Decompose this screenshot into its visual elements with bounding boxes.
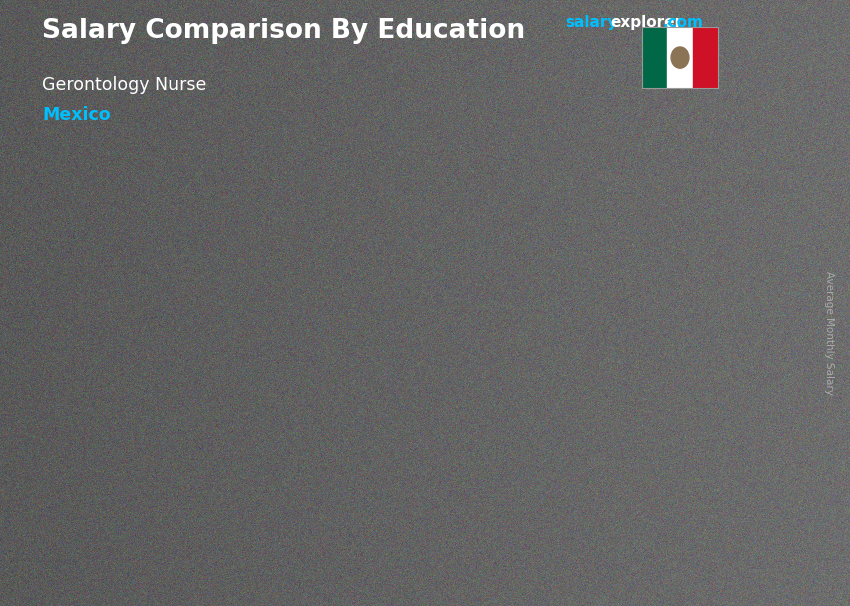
- Text: Salary Comparison By Education: Salary Comparison By Education: [42, 18, 525, 44]
- Text: .com: .com: [663, 15, 704, 30]
- Bar: [104, 378, 194, 521]
- FancyArrowPatch shape: [368, 0, 615, 370]
- Bar: [667, 27, 693, 88]
- Bar: [340, 304, 429, 521]
- Text: +52%: +52%: [251, 240, 327, 264]
- Text: 11,800 MXN: 11,800 MXN: [99, 351, 200, 366]
- Text: Mexico: Mexico: [42, 106, 111, 124]
- Polygon shape: [429, 304, 444, 521]
- Text: 25,400 MXN: 25,400 MXN: [581, 188, 680, 204]
- Bar: [693, 27, 718, 88]
- Circle shape: [672, 47, 688, 68]
- Text: Gerontology Nurse: Gerontology Nurse: [42, 76, 207, 94]
- Text: +42%: +42%: [487, 147, 563, 171]
- FancyArrowPatch shape: [113, 34, 379, 426]
- Text: salary: salary: [565, 15, 618, 30]
- Text: Average Monthly Salary: Average Monthly Salary: [824, 271, 834, 395]
- Text: explorer: explorer: [610, 15, 683, 30]
- Polygon shape: [665, 213, 679, 521]
- Bar: [642, 27, 667, 88]
- Polygon shape: [194, 378, 207, 521]
- Bar: [575, 213, 665, 521]
- Text: 17,900 MXN: 17,900 MXN: [361, 279, 461, 295]
